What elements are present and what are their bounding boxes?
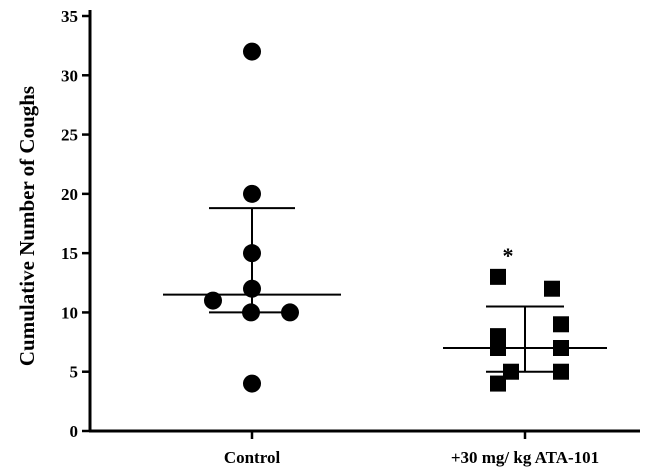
data-point-circle	[242, 303, 260, 322]
error-bars	[163, 207, 607, 373]
y-tick-label: 35	[61, 7, 78, 26]
data-point-circle	[281, 303, 299, 322]
data-point-square	[490, 268, 506, 285]
y-tick-label: 0	[70, 422, 79, 441]
data-point-circle	[243, 244, 261, 263]
data-point-square	[503, 363, 519, 380]
y-tick-label: 10	[61, 303, 78, 322]
y-tick-label: 25	[61, 126, 78, 145]
data-point-square	[553, 316, 569, 333]
y-ticks: 0 5 10 15 20 25 30 35	[61, 7, 90, 441]
data-point-square	[553, 340, 569, 356]
data-point-circle	[243, 279, 261, 298]
x-category-labels: Control +30 mg/ kg ATA-101	[224, 431, 599, 467]
data-points	[204, 42, 569, 393]
significance-asterisk: *	[503, 243, 514, 268]
data-point-circle	[243, 42, 261, 61]
x-category-label: +30 mg/ kg ATA-101	[451, 448, 599, 467]
axes	[88, 10, 640, 433]
data-point-square	[490, 375, 506, 392]
data-point-circle	[243, 374, 261, 393]
annotations: *	[503, 243, 514, 268]
y-tick-label: 30	[61, 66, 78, 85]
y-tick-label: 15	[61, 244, 78, 263]
x-category-label: Control	[224, 448, 281, 467]
data-point-square	[553, 363, 569, 380]
y-tick-label: 20	[61, 185, 78, 204]
y-axis-label: Cumulative Number of Coughs	[15, 86, 39, 366]
y-tick-label: 5	[70, 363, 79, 382]
data-point-circle	[243, 184, 261, 203]
data-point-square	[544, 280, 560, 297]
data-point-square	[490, 340, 506, 356]
data-point-circle	[204, 291, 222, 310]
